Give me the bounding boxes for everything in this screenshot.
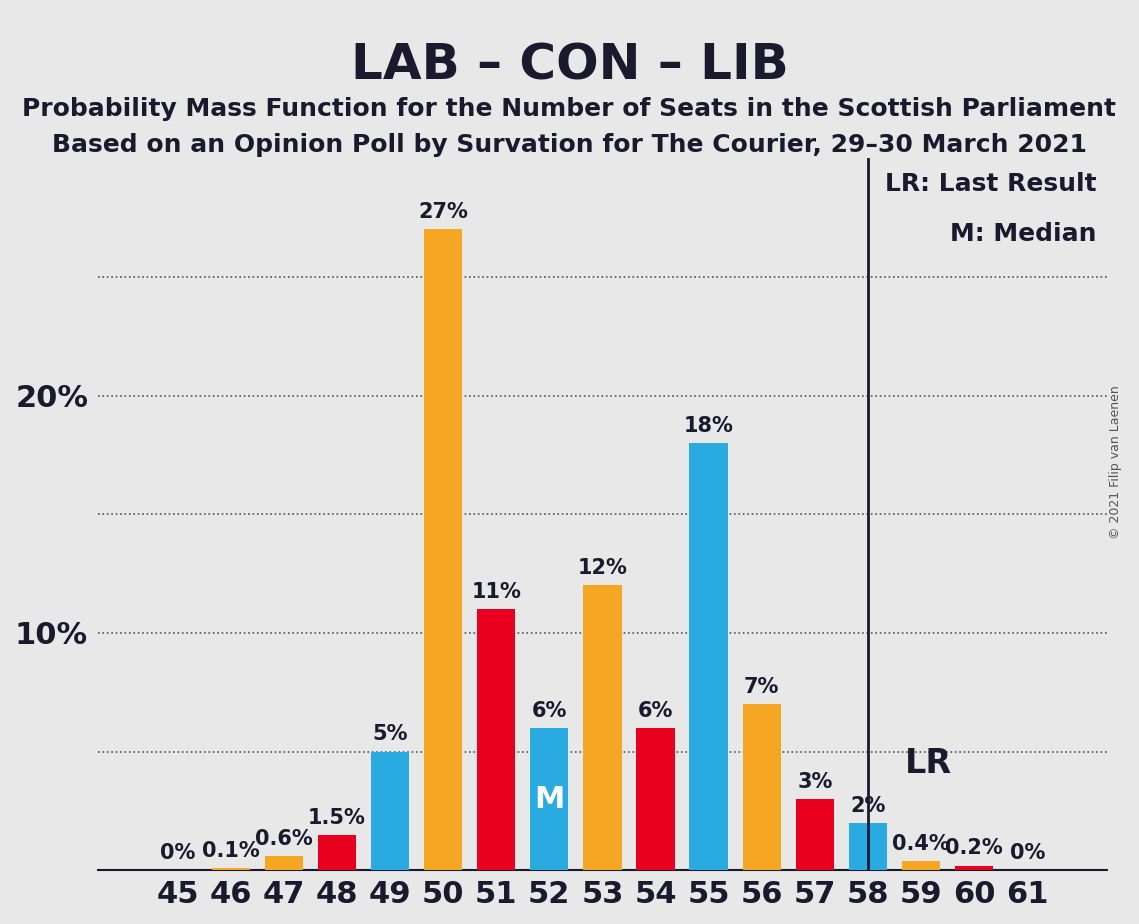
Text: M: Median: M: Median <box>950 223 1097 247</box>
Bar <box>902 861 940 870</box>
Bar <box>424 229 462 870</box>
Text: 12%: 12% <box>577 558 628 578</box>
Text: 7%: 7% <box>744 677 779 697</box>
Text: 18%: 18% <box>683 416 734 436</box>
Text: 0.4%: 0.4% <box>892 833 950 854</box>
Bar <box>371 751 409 870</box>
Bar <box>264 856 303 870</box>
Bar <box>530 728 568 870</box>
Bar <box>212 868 249 870</box>
Bar <box>796 799 834 870</box>
Text: LR: LR <box>906 747 952 780</box>
Text: LAB – CON – LIB: LAB – CON – LIB <box>351 42 788 90</box>
Text: 1.5%: 1.5% <box>308 808 366 828</box>
Bar <box>637 728 674 870</box>
Text: 0.6%: 0.6% <box>255 829 312 849</box>
Text: 0.1%: 0.1% <box>202 841 260 861</box>
Text: 3%: 3% <box>797 772 833 792</box>
Text: 5%: 5% <box>372 724 408 745</box>
Bar <box>689 443 728 870</box>
Bar <box>954 866 993 870</box>
Text: 27%: 27% <box>418 202 468 223</box>
Text: 2%: 2% <box>850 796 886 816</box>
Text: 6%: 6% <box>638 700 673 721</box>
Text: LR: Last Result: LR: Last Result <box>885 173 1097 197</box>
Bar <box>318 834 357 870</box>
Text: Based on an Opinion Poll by Survation for The Courier, 29–30 March 2021: Based on an Opinion Poll by Survation fo… <box>52 133 1087 157</box>
Bar <box>583 586 622 870</box>
Text: 6%: 6% <box>532 700 567 721</box>
Text: 11%: 11% <box>472 582 522 602</box>
Bar <box>849 822 887 870</box>
Text: 0%: 0% <box>159 844 195 863</box>
Text: 0%: 0% <box>1009 844 1044 863</box>
Text: M: M <box>534 784 565 813</box>
Bar <box>743 704 781 870</box>
Text: 0.2%: 0.2% <box>945 838 1003 858</box>
Text: Probability Mass Function for the Number of Seats in the Scottish Parliament: Probability Mass Function for the Number… <box>23 97 1116 121</box>
Bar <box>477 609 515 870</box>
Text: © 2021 Filip van Laenen: © 2021 Filip van Laenen <box>1109 385 1122 539</box>
